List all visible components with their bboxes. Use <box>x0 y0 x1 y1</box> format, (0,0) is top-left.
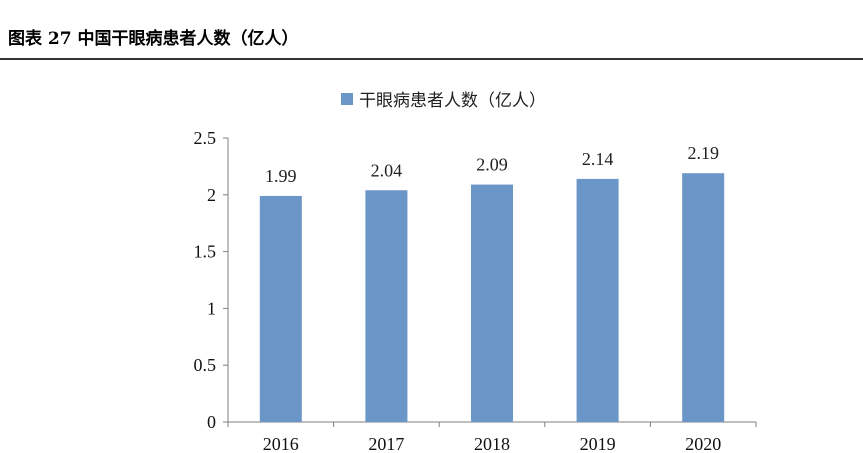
x-tick-label: 2017 <box>368 434 404 453</box>
data-label: 1.99 <box>265 166 297 186</box>
y-tick-label: 0.5 <box>194 355 217 375</box>
data-label: 2.19 <box>687 143 719 163</box>
figure-title: 图表 27 中国干眼病患者人数（亿人） <box>8 29 299 49</box>
legend-label: 干眼病患者人数（亿人） <box>359 91 546 111</box>
chart-legend: 干眼病患者人数（亿人） <box>341 86 546 111</box>
data-label: 2.14 <box>582 149 614 169</box>
title-divider <box>0 58 863 60</box>
x-tick-label: 2020 <box>685 434 721 453</box>
y-tick-label: 0 <box>207 412 216 432</box>
y-tick-label: 2.5 <box>194 128 217 148</box>
legend-swatch <box>341 92 353 105</box>
data-label: 2.04 <box>371 160 403 180</box>
bar <box>682 173 725 422</box>
x-tick-label: 2018 <box>474 434 510 453</box>
bar <box>365 190 408 422</box>
y-tick-label: 1.5 <box>194 242 217 262</box>
bar <box>471 184 513 422</box>
data-label: 2.09 <box>476 155 508 175</box>
y-tick-label: 1 <box>207 298 216 318</box>
bar <box>259 195 302 422</box>
x-tick-label: 2019 <box>580 434 616 453</box>
y-tick-label: 2 <box>207 185 216 205</box>
bar <box>576 178 619 422</box>
x-tick-label: 2016 <box>263 434 299 453</box>
